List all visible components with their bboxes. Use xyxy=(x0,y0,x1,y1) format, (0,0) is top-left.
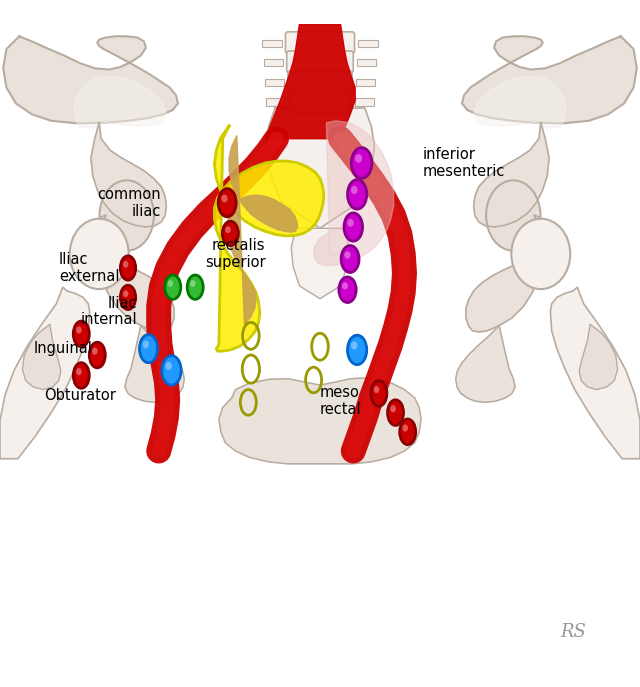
Polygon shape xyxy=(95,216,174,332)
Text: Iliac
internal: Iliac internal xyxy=(81,295,138,328)
Polygon shape xyxy=(550,287,640,459)
Polygon shape xyxy=(22,324,61,390)
Ellipse shape xyxy=(73,363,90,388)
Polygon shape xyxy=(74,76,166,128)
Ellipse shape xyxy=(76,368,82,375)
Ellipse shape xyxy=(339,277,356,302)
Ellipse shape xyxy=(374,386,380,393)
Ellipse shape xyxy=(187,275,204,300)
Text: common
iliac: common iliac xyxy=(98,187,161,218)
Polygon shape xyxy=(358,39,378,47)
Polygon shape xyxy=(357,58,376,67)
Ellipse shape xyxy=(140,335,157,363)
Text: Obturator: Obturator xyxy=(45,388,116,403)
Text: rectalis
superior: rectalis superior xyxy=(205,238,266,270)
Ellipse shape xyxy=(92,348,98,354)
Ellipse shape xyxy=(100,180,154,251)
Polygon shape xyxy=(355,98,374,106)
Polygon shape xyxy=(0,287,90,459)
Polygon shape xyxy=(474,123,549,227)
Polygon shape xyxy=(262,39,282,47)
Ellipse shape xyxy=(341,245,359,273)
Ellipse shape xyxy=(351,341,358,350)
Polygon shape xyxy=(266,98,285,106)
FancyBboxPatch shape xyxy=(288,71,352,93)
Polygon shape xyxy=(466,216,545,332)
Ellipse shape xyxy=(511,218,570,289)
Ellipse shape xyxy=(348,335,367,365)
Ellipse shape xyxy=(165,275,181,300)
Ellipse shape xyxy=(221,194,228,203)
Ellipse shape xyxy=(162,356,181,385)
Ellipse shape xyxy=(120,285,136,310)
Ellipse shape xyxy=(225,227,231,233)
Ellipse shape xyxy=(120,256,136,280)
Polygon shape xyxy=(91,123,166,227)
Ellipse shape xyxy=(351,148,372,179)
Ellipse shape xyxy=(351,186,358,194)
Text: meso
rectal: meso rectal xyxy=(320,385,362,417)
Ellipse shape xyxy=(123,261,129,268)
Ellipse shape xyxy=(70,218,129,289)
Ellipse shape xyxy=(486,180,540,251)
Ellipse shape xyxy=(143,341,149,348)
Polygon shape xyxy=(291,228,349,299)
FancyBboxPatch shape xyxy=(287,51,353,73)
Text: Inguinal: Inguinal xyxy=(33,341,92,356)
Ellipse shape xyxy=(165,362,172,370)
Polygon shape xyxy=(456,326,515,403)
Ellipse shape xyxy=(223,221,238,245)
Polygon shape xyxy=(266,108,374,228)
Ellipse shape xyxy=(89,342,105,368)
Polygon shape xyxy=(462,36,637,124)
Ellipse shape xyxy=(388,400,404,425)
Ellipse shape xyxy=(344,251,351,259)
Polygon shape xyxy=(219,378,421,464)
Ellipse shape xyxy=(348,180,367,209)
Ellipse shape xyxy=(190,280,196,287)
Ellipse shape xyxy=(168,280,173,287)
Polygon shape xyxy=(266,23,355,139)
Polygon shape xyxy=(227,135,298,324)
Ellipse shape xyxy=(403,425,408,431)
Ellipse shape xyxy=(355,154,362,163)
Ellipse shape xyxy=(73,321,90,347)
Ellipse shape xyxy=(371,381,387,406)
Ellipse shape xyxy=(344,213,363,241)
Text: Iliac
external: Iliac external xyxy=(59,252,120,284)
Polygon shape xyxy=(356,78,375,87)
Polygon shape xyxy=(125,326,184,403)
FancyBboxPatch shape xyxy=(285,32,355,54)
Ellipse shape xyxy=(218,189,236,217)
Polygon shape xyxy=(314,121,394,265)
Text: RS: RS xyxy=(560,622,586,640)
Ellipse shape xyxy=(76,326,82,334)
Text: inferior
mesenteric: inferior mesenteric xyxy=(422,147,505,179)
Polygon shape xyxy=(474,76,566,128)
Polygon shape xyxy=(579,324,618,390)
Ellipse shape xyxy=(390,405,396,412)
Ellipse shape xyxy=(342,282,348,289)
Ellipse shape xyxy=(348,219,354,227)
FancyBboxPatch shape xyxy=(289,91,351,113)
Polygon shape xyxy=(214,126,324,351)
Polygon shape xyxy=(3,36,178,124)
Ellipse shape xyxy=(123,291,129,297)
Polygon shape xyxy=(265,78,284,87)
Ellipse shape xyxy=(399,419,416,444)
Polygon shape xyxy=(264,58,283,67)
